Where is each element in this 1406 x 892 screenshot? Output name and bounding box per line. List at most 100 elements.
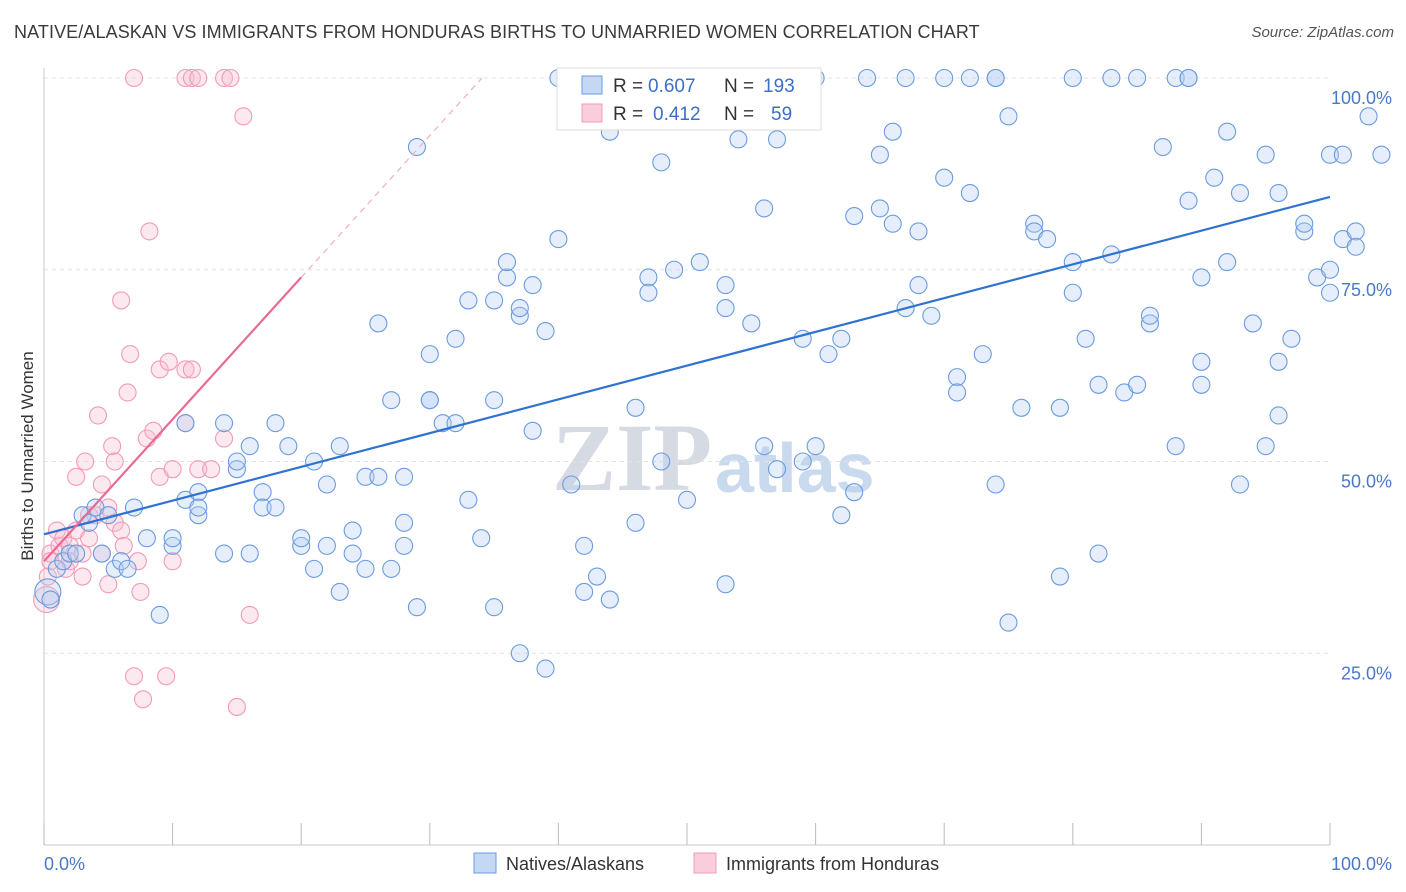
honduras-point-21 — [99, 498, 118, 517]
natives-point-133 — [999, 613, 1018, 632]
natives-point-49 — [382, 391, 401, 410]
natives-point-170 — [1256, 145, 1275, 164]
honduras-point-20 — [92, 475, 111, 494]
natives-point-172 — [1269, 406, 1288, 425]
honduras-point-29 — [118, 383, 137, 402]
natives-point-15 — [137, 529, 156, 548]
natives-point-64 — [472, 529, 491, 548]
natives-point-102 — [767, 130, 787, 149]
honduras-point-50 — [227, 697, 246, 716]
legend-label-honduras: Immigrants from Honduras — [726, 854, 939, 874]
natives-point-16 — [150, 605, 169, 624]
honduras-point-13 — [73, 567, 92, 586]
natives-point-19 — [176, 414, 195, 433]
trend-lines — [43, 77, 1331, 562]
natives-point-86 — [626, 513, 645, 532]
stats-n-honduras: 59 — [771, 104, 792, 125]
natives-point-35 — [292, 536, 311, 555]
natives-point-80 — [575, 582, 594, 601]
natives-point-146 — [1089, 544, 1108, 563]
natives-point-158 — [1179, 191, 1198, 210]
honduras-point-23 — [103, 437, 122, 456]
natives-point-169 — [1256, 437, 1275, 456]
honduras-point-58 — [221, 68, 240, 88]
natives-point-186 — [1372, 145, 1391, 164]
natives-point-70 — [510, 644, 529, 663]
natives-point-5 — [67, 544, 86, 563]
honduras-point-14 — [76, 452, 95, 471]
natives-point-71 — [510, 306, 529, 325]
natives-point-94 — [690, 253, 709, 272]
natives-point-134 — [999, 107, 1018, 126]
natives-point-41 — [330, 582, 349, 601]
natives-point-98 — [729, 130, 748, 149]
natives-point-125 — [948, 368, 967, 387]
natives-point-23 — [189, 498, 208, 517]
natives-point-171 — [1269, 352, 1288, 371]
natives-point-61 — [446, 414, 465, 433]
natives-point-176 — [1295, 214, 1314, 233]
natives-point-131 — [986, 475, 1005, 494]
natives-point-139 — [1050, 398, 1069, 417]
natives-point-159 — [1179, 68, 1198, 88]
stats-n-label-natives: N = — [724, 76, 754, 97]
stats-box: R = 0.607 N = 193 R = 0.412 N = 59 — [556, 67, 822, 131]
natives-point-91 — [652, 452, 671, 471]
natives-point-166 — [1230, 184, 1250, 203]
y-tick-label-0: 25.0% — [1341, 663, 1392, 683]
natives-point-34 — [279, 437, 298, 456]
natives-point-46 — [356, 467, 375, 486]
natives-point-72 — [510, 299, 529, 318]
natives-point-53 — [395, 513, 414, 532]
honduras-point-0 — [33, 586, 61, 614]
honduras-trend-extension — [300, 77, 483, 278]
x-tick-label-min: 0.0% — [44, 854, 85, 874]
honduras-point-18 — [88, 406, 108, 425]
natives-point-78 — [549, 230, 568, 249]
natives-point-148 — [1102, 68, 1121, 88]
natives-point-57 — [420, 345, 439, 364]
natives-point-47 — [369, 467, 388, 486]
honduras-point-54 — [176, 68, 195, 88]
natives-point-12 — [112, 552, 131, 571]
natives-point-38 — [305, 559, 324, 578]
stats-n-natives: 193 — [763, 76, 795, 97]
honduras-trend-line — [43, 276, 303, 562]
natives-point-33 — [266, 414, 285, 433]
honduras-point-22 — [99, 575, 118, 594]
natives-point-79 — [562, 475, 581, 494]
natives-point-140 — [1050, 567, 1069, 586]
natives-point-107 — [806, 437, 825, 456]
natives-point-99 — [742, 314, 761, 333]
honduras-point-52 — [240, 605, 259, 624]
natives-point-32 — [266, 498, 285, 517]
stats-swatch-honduras — [581, 103, 603, 123]
natives-point-174 — [1282, 329, 1301, 348]
natives-point-51 — [395, 536, 414, 555]
natives-point-163 — [1205, 168, 1224, 187]
natives-point-42 — [330, 437, 349, 456]
natives-point-116 — [883, 122, 902, 141]
honduras-point-15 — [79, 529, 99, 548]
natives-point-67 — [485, 291, 504, 310]
natives-point-4 — [60, 544, 79, 563]
watermark-zip: ZIP — [552, 404, 712, 511]
natives-point-185 — [1359, 107, 1378, 126]
honduras-point-45 — [176, 360, 195, 379]
natives-point-92 — [665, 260, 684, 279]
natives-point-45 — [356, 559, 375, 578]
honduras-point-41 — [159, 352, 178, 371]
honduras-point-31 — [124, 667, 144, 686]
honduras-point-42 — [163, 460, 182, 479]
natives-point-154 — [1153, 137, 1172, 157]
natives-point-115 — [870, 145, 889, 164]
natives-point-85 — [600, 590, 619, 609]
natives-point-13 — [118, 559, 137, 578]
honduras-point-56 — [189, 68, 208, 88]
natives-point-180 — [1320, 260, 1340, 279]
natives-point-119 — [896, 68, 915, 88]
natives-point-123 — [935, 68, 954, 88]
natives-point-167 — [1230, 475, 1250, 494]
honduras-points — [33, 68, 259, 716]
natives-point-97 — [716, 575, 735, 594]
